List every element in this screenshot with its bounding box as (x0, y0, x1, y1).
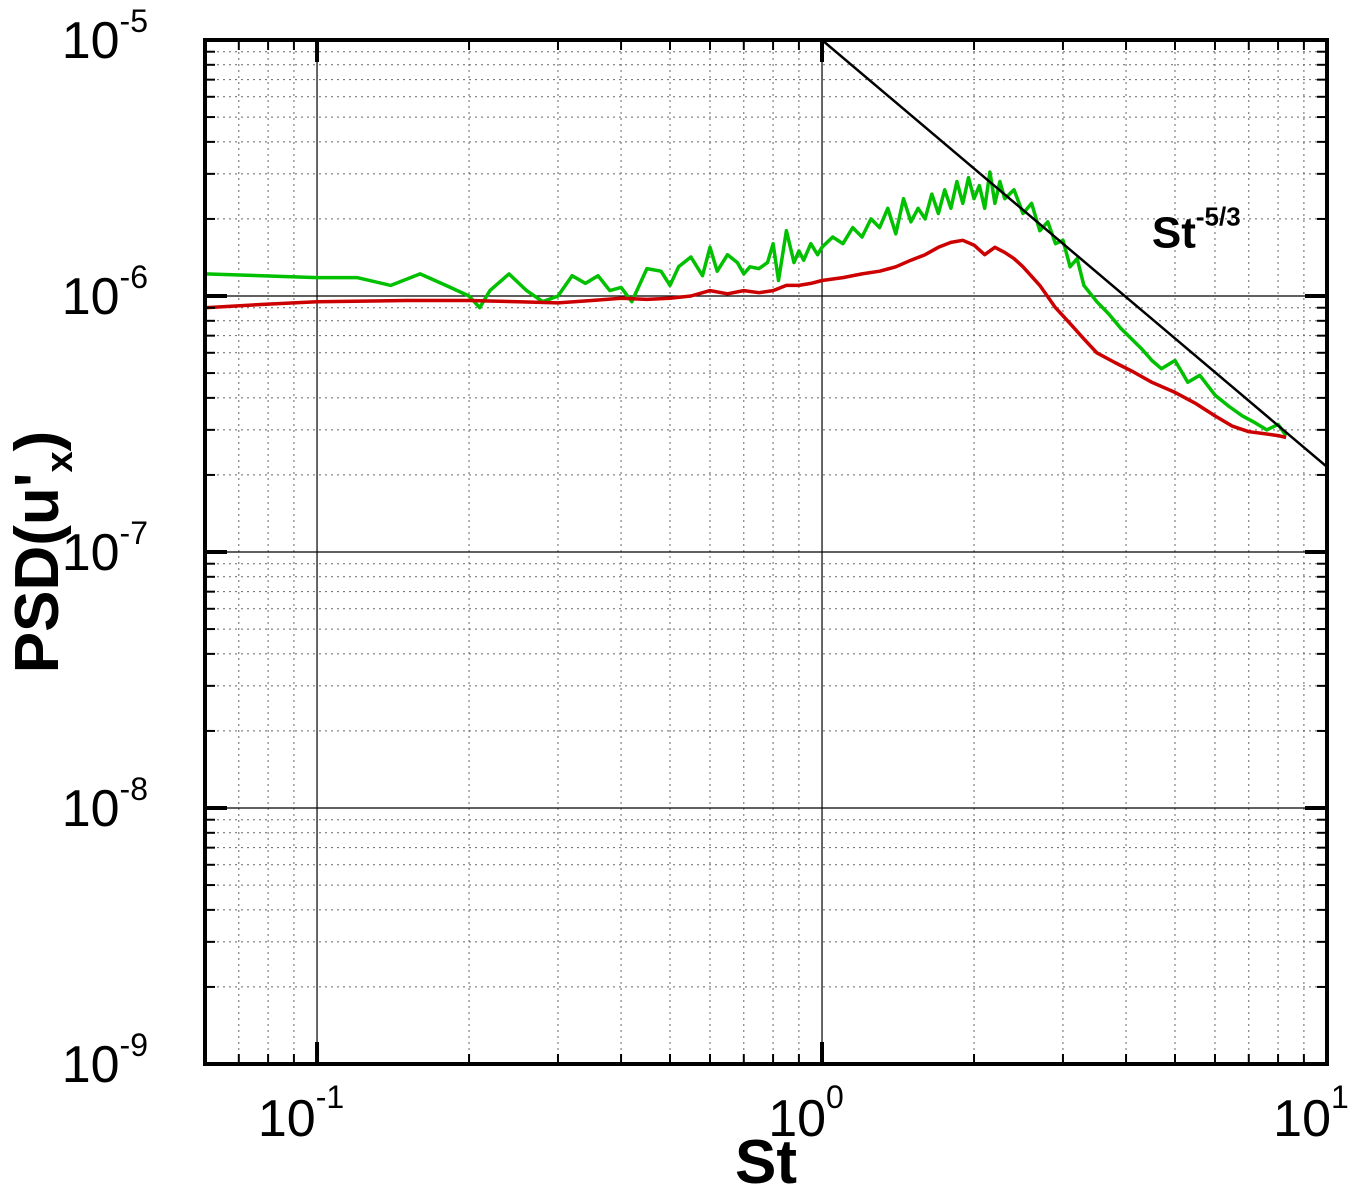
series-line-2 (205, 238, 1287, 440)
y-axis-title-main: PSD(u' (3, 473, 72, 674)
series-line-3 (821, 40, 1327, 468)
series-line-1 (205, 170, 1288, 437)
y-tick-label: 10-6 (62, 259, 148, 326)
data-series (205, 40, 1327, 468)
x-tick-label: 10-1 (258, 1079, 344, 1148)
y-tick-label: 10-7 (62, 515, 148, 582)
slope-annotation: St-5/3 (1152, 201, 1241, 257)
y-tick-labels: 10-5 10-6 10-7 10-8 10-9 (62, 3, 148, 1094)
svg-text:St-5/3: St-5/3 (1152, 201, 1241, 257)
tick-marks (205, 40, 1327, 1064)
y-tick-label: 10-8 (62, 771, 148, 838)
y-tick-label: 10-9 (62, 1027, 148, 1094)
x-axis-title: St (735, 1128, 797, 1191)
minor-gridlines (205, 40, 1327, 1064)
y-axis-title-close: ) (3, 431, 72, 452)
x-tick-label: 100 (768, 1079, 844, 1148)
x-tick-label: 101 (1273, 1079, 1349, 1148)
y-axis-title-subscript: x (39, 451, 81, 472)
annotation-base: St (1152, 208, 1196, 257)
x-tick-labels: 10-1 100 101 (258, 1079, 1349, 1148)
y-axis-title: PSD(u'x) (3, 431, 81, 674)
annotation-exponent: -5/3 (1196, 201, 1241, 231)
major-gridlines (205, 40, 1327, 1064)
y-tick-label: 10-5 (62, 3, 148, 70)
